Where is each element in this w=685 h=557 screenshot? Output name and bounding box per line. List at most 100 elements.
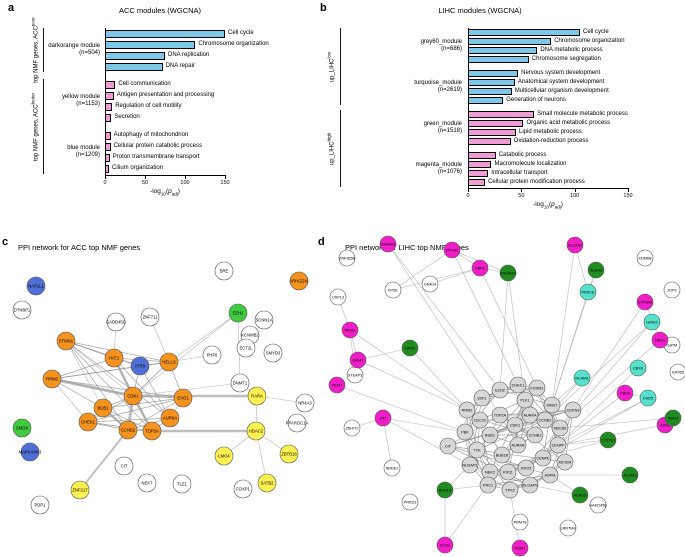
axis-tick xyxy=(521,188,523,192)
network-edge xyxy=(382,417,466,433)
go-term-bar xyxy=(105,142,111,151)
network-node: MAPKAPK3 xyxy=(19,442,42,462)
network-node: PPARGC1A xyxy=(286,413,308,433)
network-node: NR4A3 xyxy=(295,393,315,413)
network-node: EZH2 xyxy=(228,303,248,323)
network-edge xyxy=(507,444,559,473)
network-node: TAT xyxy=(374,409,392,427)
network-c-title: PPI network for ACC top NMF genes xyxy=(18,243,141,252)
network-node: FOXM1 xyxy=(528,379,546,397)
network-edge xyxy=(168,312,239,363)
network-node: GADD45B xyxy=(589,496,607,514)
go-term-bar xyxy=(105,51,165,60)
network-node: HAO1 xyxy=(651,331,669,349)
axis-tick xyxy=(185,175,186,179)
side-group-bracket xyxy=(43,28,44,72)
network-node: AURKB xyxy=(509,436,527,454)
network-node-label: NRDE2 xyxy=(386,466,399,470)
network-edge xyxy=(357,359,468,411)
network-node-label: ZNF217 xyxy=(72,487,88,492)
network-node: TOP2A xyxy=(142,421,162,441)
network-node-label: EXO1 xyxy=(177,395,189,400)
network-edge xyxy=(387,243,453,251)
network-node-label: ACSM3 xyxy=(623,473,636,477)
network-node: FBP1 xyxy=(471,259,489,277)
go-term-label: Chromosome organization xyxy=(198,41,269,47)
network-edge xyxy=(392,249,453,291)
network-node-label: RRM2 xyxy=(462,408,473,412)
panel-a-label: a xyxy=(8,2,15,14)
network-node: ZNF711 xyxy=(140,307,160,327)
go-term-bar xyxy=(468,152,496,159)
network-node: ZBTB16 xyxy=(279,444,299,464)
go-term-bar xyxy=(468,129,516,136)
network-edge xyxy=(564,409,574,463)
network-node: NEK2 xyxy=(481,463,499,481)
network-node: TTK xyxy=(468,441,486,459)
network-node-label: NEK2 xyxy=(485,470,495,474)
go-term-label: Macromolecule localization xyxy=(494,161,567,167)
network-edge xyxy=(65,340,153,432)
network-node: CIT xyxy=(439,437,457,455)
network-node-label: NEK7 xyxy=(142,480,154,485)
network-node-label: RARA xyxy=(251,393,263,398)
network-node-label: MAPKAPK3 xyxy=(19,449,42,454)
axis-tick xyxy=(468,188,469,192)
network-node: CDKN3 xyxy=(564,401,582,419)
network-node-label: DNMT1 xyxy=(233,380,248,385)
network-node-label: PGM1 xyxy=(515,546,526,550)
network-edge xyxy=(429,267,481,285)
go-term-label: DNA replication xyxy=(168,52,210,58)
network-node-label: GATM xyxy=(667,343,678,347)
go-term-label: Catabolic process xyxy=(498,152,547,158)
network-node-label: SMOX xyxy=(16,425,29,430)
network-node-label: PRC1 xyxy=(483,483,493,487)
network-edge xyxy=(127,397,184,431)
network-node: NAP1L1 xyxy=(26,276,46,296)
network-node-label: AURKA xyxy=(163,415,178,420)
side-group-bracket xyxy=(340,110,341,187)
x-axis xyxy=(105,175,226,176)
network-node: ASPM xyxy=(541,466,559,484)
go-term-bar xyxy=(105,40,196,49)
network-node: SMYD3 xyxy=(263,343,283,363)
network-node-label: ADH4 xyxy=(668,416,678,420)
network-node-label: ATRX xyxy=(135,363,146,368)
network-node: PRKCE xyxy=(579,283,597,301)
network-node-label: GNMT xyxy=(352,358,364,362)
go-term-label: Cellular protein modification process xyxy=(488,179,585,185)
network-node: ZNF385B xyxy=(338,249,356,267)
network-node-label: USP13 xyxy=(332,295,344,299)
network-edge xyxy=(387,243,501,416)
network-node-label: EZH2 xyxy=(233,310,244,315)
network-node-label: KCNMB2 xyxy=(241,332,259,337)
network-node: EXO1 xyxy=(173,388,193,408)
network-edge xyxy=(51,378,104,409)
go-term-bar xyxy=(468,179,486,186)
network-node: NRDE2 xyxy=(383,459,401,477)
network-node-label: ZNF711 xyxy=(143,314,158,319)
network-node: AURKA xyxy=(521,406,539,424)
network-node-label: CDK1 xyxy=(127,393,139,398)
network-node: KIF23 xyxy=(517,459,535,477)
network-node-label: RRM2 xyxy=(46,376,59,381)
network-node-label: GNA14 xyxy=(424,282,436,286)
panel-d-label: d xyxy=(318,236,325,248)
network-node-label: PDP1 xyxy=(35,502,47,507)
network-edge xyxy=(87,397,184,423)
network-node-label: ZNHIT2 xyxy=(345,426,358,430)
network-node-label: CYP3A5 xyxy=(638,300,653,304)
network-node: CYP3A5 xyxy=(636,293,654,311)
side-group-label: up_LIHClow xyxy=(326,28,336,105)
side-group-label-text: up_LIHClow xyxy=(326,51,336,82)
network-edge xyxy=(557,392,626,446)
network-node: STEAP3 xyxy=(346,366,364,384)
module-label: darkorange module (n=504) xyxy=(48,43,100,56)
network-node-label: PRKCE xyxy=(581,290,595,294)
network-node-label: CCNB2 xyxy=(121,427,136,432)
network-node: ADH4 xyxy=(664,409,682,427)
network-node-label: NCAM1 xyxy=(575,376,588,380)
network-node: GRIA2 xyxy=(643,313,661,331)
network-node-label: GYS2 xyxy=(440,543,450,547)
network-node: CENPE xyxy=(534,449,552,467)
